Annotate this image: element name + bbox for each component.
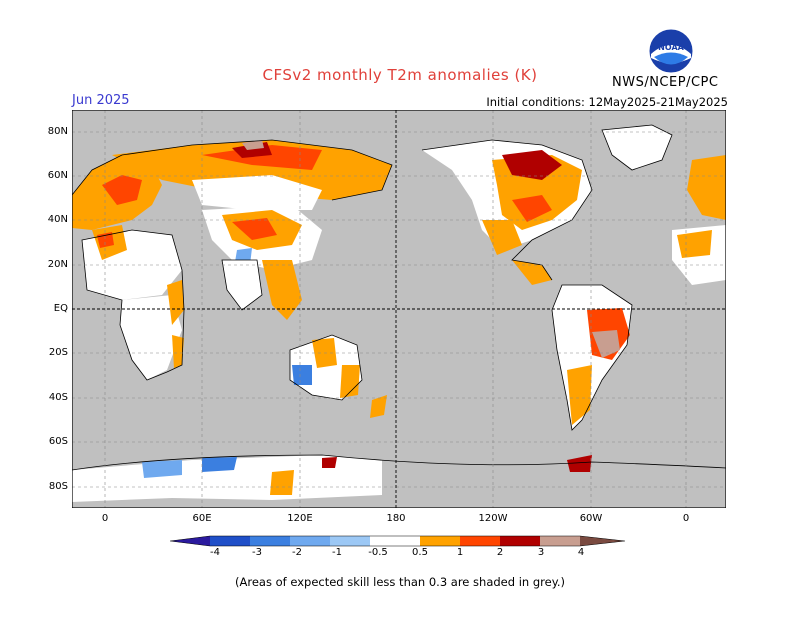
lat-label: 40N	[47, 214, 68, 225]
lon-label: 0	[682, 513, 690, 524]
lat-label: 40S	[48, 392, 68, 403]
colorbar	[170, 535, 626, 547]
colorbar-tick: -4	[210, 547, 220, 558]
lat-label: 60N	[47, 170, 68, 181]
lon-label: 120W	[478, 513, 508, 524]
skill-footnote: (Areas of expected skill less than 0.3 a…	[235, 575, 565, 589]
colorbar-tick: 2	[496, 547, 504, 558]
lat-label: 80N	[47, 126, 68, 137]
map-title: CFSv2 monthly T2m anomalies (K)	[262, 66, 538, 84]
initial-conditions: Initial conditions: 12May2025-21May2025	[486, 95, 728, 109]
colorbar-tick: 1	[456, 547, 464, 558]
lat-label: 20N	[47, 259, 68, 270]
agency-label: NWS/NCEP/CPC	[612, 75, 719, 90]
equator-dateline	[72, 110, 726, 508]
lat-label: EQ	[53, 303, 68, 314]
lat-label: 60S	[48, 436, 68, 447]
colorbar-tick: 0.5	[412, 547, 428, 558]
lon-label: 0	[101, 513, 109, 524]
lat-label: 80S	[48, 481, 68, 492]
lat-label: 20S	[48, 347, 68, 358]
colorbar-tick: -1	[332, 547, 342, 558]
colorbar-tick: 4	[577, 547, 585, 558]
lon-label: 60E	[192, 513, 212, 524]
lon-label: 120E	[287, 513, 313, 524]
colorbar-tick: -0.5	[368, 547, 388, 558]
lon-label: 180	[386, 513, 406, 524]
colorbar-tick: -2	[292, 547, 302, 558]
logo-text: NOAA	[658, 43, 684, 52]
anomaly-map	[72, 110, 726, 508]
forecast-month: Jun 2025	[72, 93, 130, 108]
lon-label: 60W	[579, 513, 603, 524]
colorbar-tick: -3	[252, 547, 262, 558]
coastlines	[72, 124, 726, 471]
noaa-logo: NOAA	[648, 28, 694, 74]
colorbar-tick: 3	[537, 547, 545, 558]
